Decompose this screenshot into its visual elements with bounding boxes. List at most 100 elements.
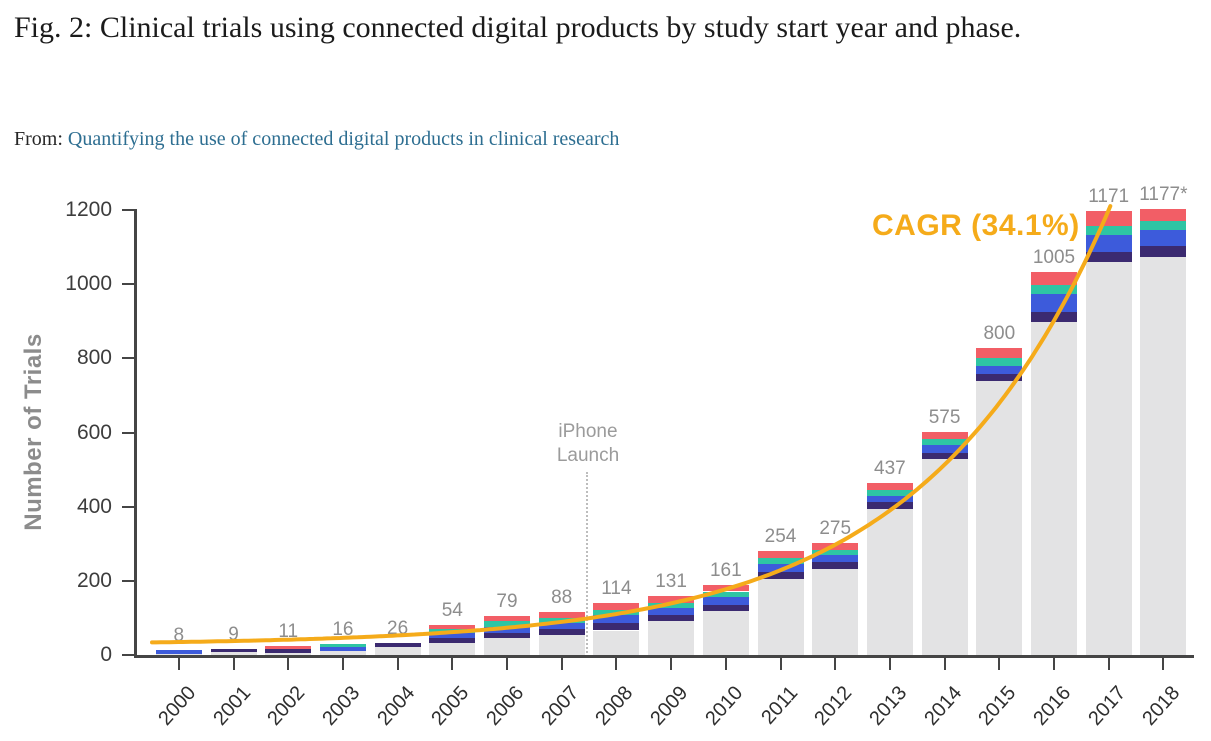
bar-segment-segment-indigo-2017 bbox=[1085, 251, 1132, 262]
x-tick bbox=[560, 657, 563, 670]
y-tick-label: 0 bbox=[100, 643, 112, 666]
bar-segment-base-gray-2010 bbox=[702, 611, 749, 655]
bar-segment-segment-indigo-2016 bbox=[1031, 311, 1077, 323]
figure-source-line: From: Quantifying the use of connected d… bbox=[14, 128, 619, 151]
x-tick-label-2013: 2013 bbox=[865, 682, 912, 730]
source-prefix: From: bbox=[14, 128, 68, 150]
bar-segment-segment-teal-2018 bbox=[1140, 221, 1187, 231]
bar-segment-segment-blue-2014 bbox=[921, 444, 968, 453]
bar-segment-segment-red-2016 bbox=[1031, 272, 1077, 285]
bar-segment-segment-teal-2003 bbox=[319, 644, 366, 648]
bar-segment-segment-teal-2013 bbox=[866, 489, 913, 496]
bar-segment-segment-indigo-2005 bbox=[429, 637, 476, 644]
x-tick-label-2018: 2018 bbox=[1138, 682, 1185, 730]
x-tick bbox=[670, 657, 673, 670]
bar-segment-base-gray-2014 bbox=[921, 458, 968, 655]
x-tick bbox=[232, 657, 235, 670]
x-tick-label-2008: 2008 bbox=[591, 682, 638, 730]
bar-segment-base-gray-2002 bbox=[265, 652, 312, 655]
bar-total-label-2018: 1177* bbox=[1139, 183, 1188, 205]
bar-segment-segment-indigo-2011 bbox=[757, 572, 804, 579]
bar-segment-segment-red-2012 bbox=[812, 543, 859, 550]
x-tick-label-2003: 2003 bbox=[318, 682, 365, 730]
bar-segment-segment-red-2006 bbox=[484, 615, 530, 622]
bar-segment-base-gray-2006 bbox=[484, 637, 530, 655]
bar-segment-segment-red-2009 bbox=[648, 596, 695, 603]
x-tick-label-2015: 2015 bbox=[974, 682, 1021, 730]
x-tick-label-2001: 2001 bbox=[208, 682, 255, 730]
bar-segment-segment-indigo-2012 bbox=[812, 562, 859, 569]
y-tick-label: 200 bbox=[76, 568, 112, 592]
bar-segment-base-gray-2018 bbox=[1140, 256, 1187, 655]
bar-segment-segment-red-2015 bbox=[976, 348, 1023, 359]
source-article-link[interactable]: Quantifying the use of connected digital… bbox=[67, 128, 620, 150]
bar-total-label-2003: 16 bbox=[332, 619, 354, 641]
x-tick-label-2004: 2004 bbox=[372, 682, 419, 730]
bar-segment-base-gray-2012 bbox=[812, 569, 859, 655]
bar-segment-segment-teal-2014 bbox=[921, 438, 968, 445]
bar-total-label-2006: 79 bbox=[496, 590, 518, 612]
bar-segment-base-gray-2017 bbox=[1085, 261, 1132, 655]
bar-segment-segment-blue-2010 bbox=[702, 597, 749, 605]
x-tick bbox=[1107, 657, 1110, 670]
bar-segment-segment-indigo-2007 bbox=[538, 628, 585, 636]
bar-segment-segment-blue-2011 bbox=[757, 564, 804, 572]
x-tick bbox=[396, 657, 399, 670]
y-tick bbox=[122, 579, 134, 582]
y-tick bbox=[122, 283, 134, 286]
x-tick bbox=[1053, 657, 1055, 670]
figure-caption: Fig. 2: Clinical trials using connected … bbox=[14, 11, 1022, 44]
bar-segment-segment-blue-2017 bbox=[1085, 235, 1132, 252]
bar-segment-segment-blue-2003 bbox=[319, 647, 366, 652]
bar-segment-segment-teal-2010 bbox=[702, 591, 749, 598]
x-tick bbox=[779, 657, 782, 670]
bar-segment-segment-red-2005 bbox=[429, 625, 476, 629]
bar-segment-segment-teal-2009 bbox=[648, 602, 695, 609]
x-tick bbox=[287, 657, 290, 670]
x-tick-label-2011: 2011 bbox=[756, 682, 802, 729]
bar-segment-segment-blue-2012 bbox=[812, 555, 859, 563]
bar-total-label-2017: 1171 bbox=[1088, 185, 1130, 207]
cagr-annotation: CAGR (34.1%) bbox=[872, 209, 1080, 242]
bar-segment-segment-indigo-2018 bbox=[1140, 245, 1187, 257]
bar-total-label-2005: 54 bbox=[441, 600, 463, 621]
bar-segment-base-gray-2016 bbox=[1031, 322, 1077, 655]
iphone-launch-annotation: iPhone Launch bbox=[556, 421, 620, 466]
bar-total-label-2002: 11 bbox=[278, 620, 299, 642]
bar-segment-segment-blue-2009 bbox=[648, 608, 695, 615]
bar-segment-segment-blue-2006 bbox=[484, 627, 530, 633]
bar-segment-segment-red-2010 bbox=[702, 585, 749, 592]
bar-segment-base-gray-2005 bbox=[429, 643, 476, 655]
bar-total-label-2016: 1005 bbox=[1032, 247, 1076, 269]
bar-total-label-2014: 575 bbox=[928, 406, 961, 428]
bar-segment-segment-blue-2018 bbox=[1140, 230, 1187, 246]
y-tick-label: 400 bbox=[76, 494, 112, 518]
x-tick-label-2014: 2014 bbox=[919, 682, 966, 730]
bar-segment-base-gray-2008 bbox=[593, 630, 640, 655]
x-tick-label-2010: 2010 bbox=[701, 682, 748, 730]
y-axis-line bbox=[134, 209, 137, 657]
bar-segment-segment-blue-2005 bbox=[429, 632, 476, 638]
x-tick-label-2009: 2009 bbox=[646, 682, 693, 730]
x-tick bbox=[451, 657, 454, 670]
bar-segment-segment-teal-2012 bbox=[812, 549, 859, 556]
bar-segment-base-gray-2004 bbox=[374, 647, 421, 655]
bar-total-label-2000: 8 bbox=[173, 624, 185, 646]
bar-segment-segment-blue-2016 bbox=[1031, 294, 1077, 312]
bar-segment-segment-teal-2007 bbox=[538, 617, 585, 624]
bar-segment-base-gray-2013 bbox=[866, 508, 913, 655]
bar-total-label-2012: 275 bbox=[819, 518, 852, 539]
bar-segment-segment-blue-2013 bbox=[866, 495, 913, 503]
bar-segment-segment-red-2007 bbox=[538, 612, 585, 618]
bar-segment-segment-indigo-2013 bbox=[866, 502, 913, 509]
x-tick-label-2017: 2017 bbox=[1083, 682, 1131, 730]
bar-total-label-2001: 9 bbox=[228, 624, 239, 646]
bar-segment-segment-indigo-2001 bbox=[210, 649, 257, 653]
y-tick-label: 1000 bbox=[65, 272, 112, 296]
bar-total-label-2010: 161 bbox=[709, 560, 742, 582]
bar-segment-segment-teal-2005 bbox=[429, 629, 476, 633]
y-tick-label: 800 bbox=[76, 346, 112, 370]
bar-segment-segment-teal-2017 bbox=[1085, 226, 1132, 236]
